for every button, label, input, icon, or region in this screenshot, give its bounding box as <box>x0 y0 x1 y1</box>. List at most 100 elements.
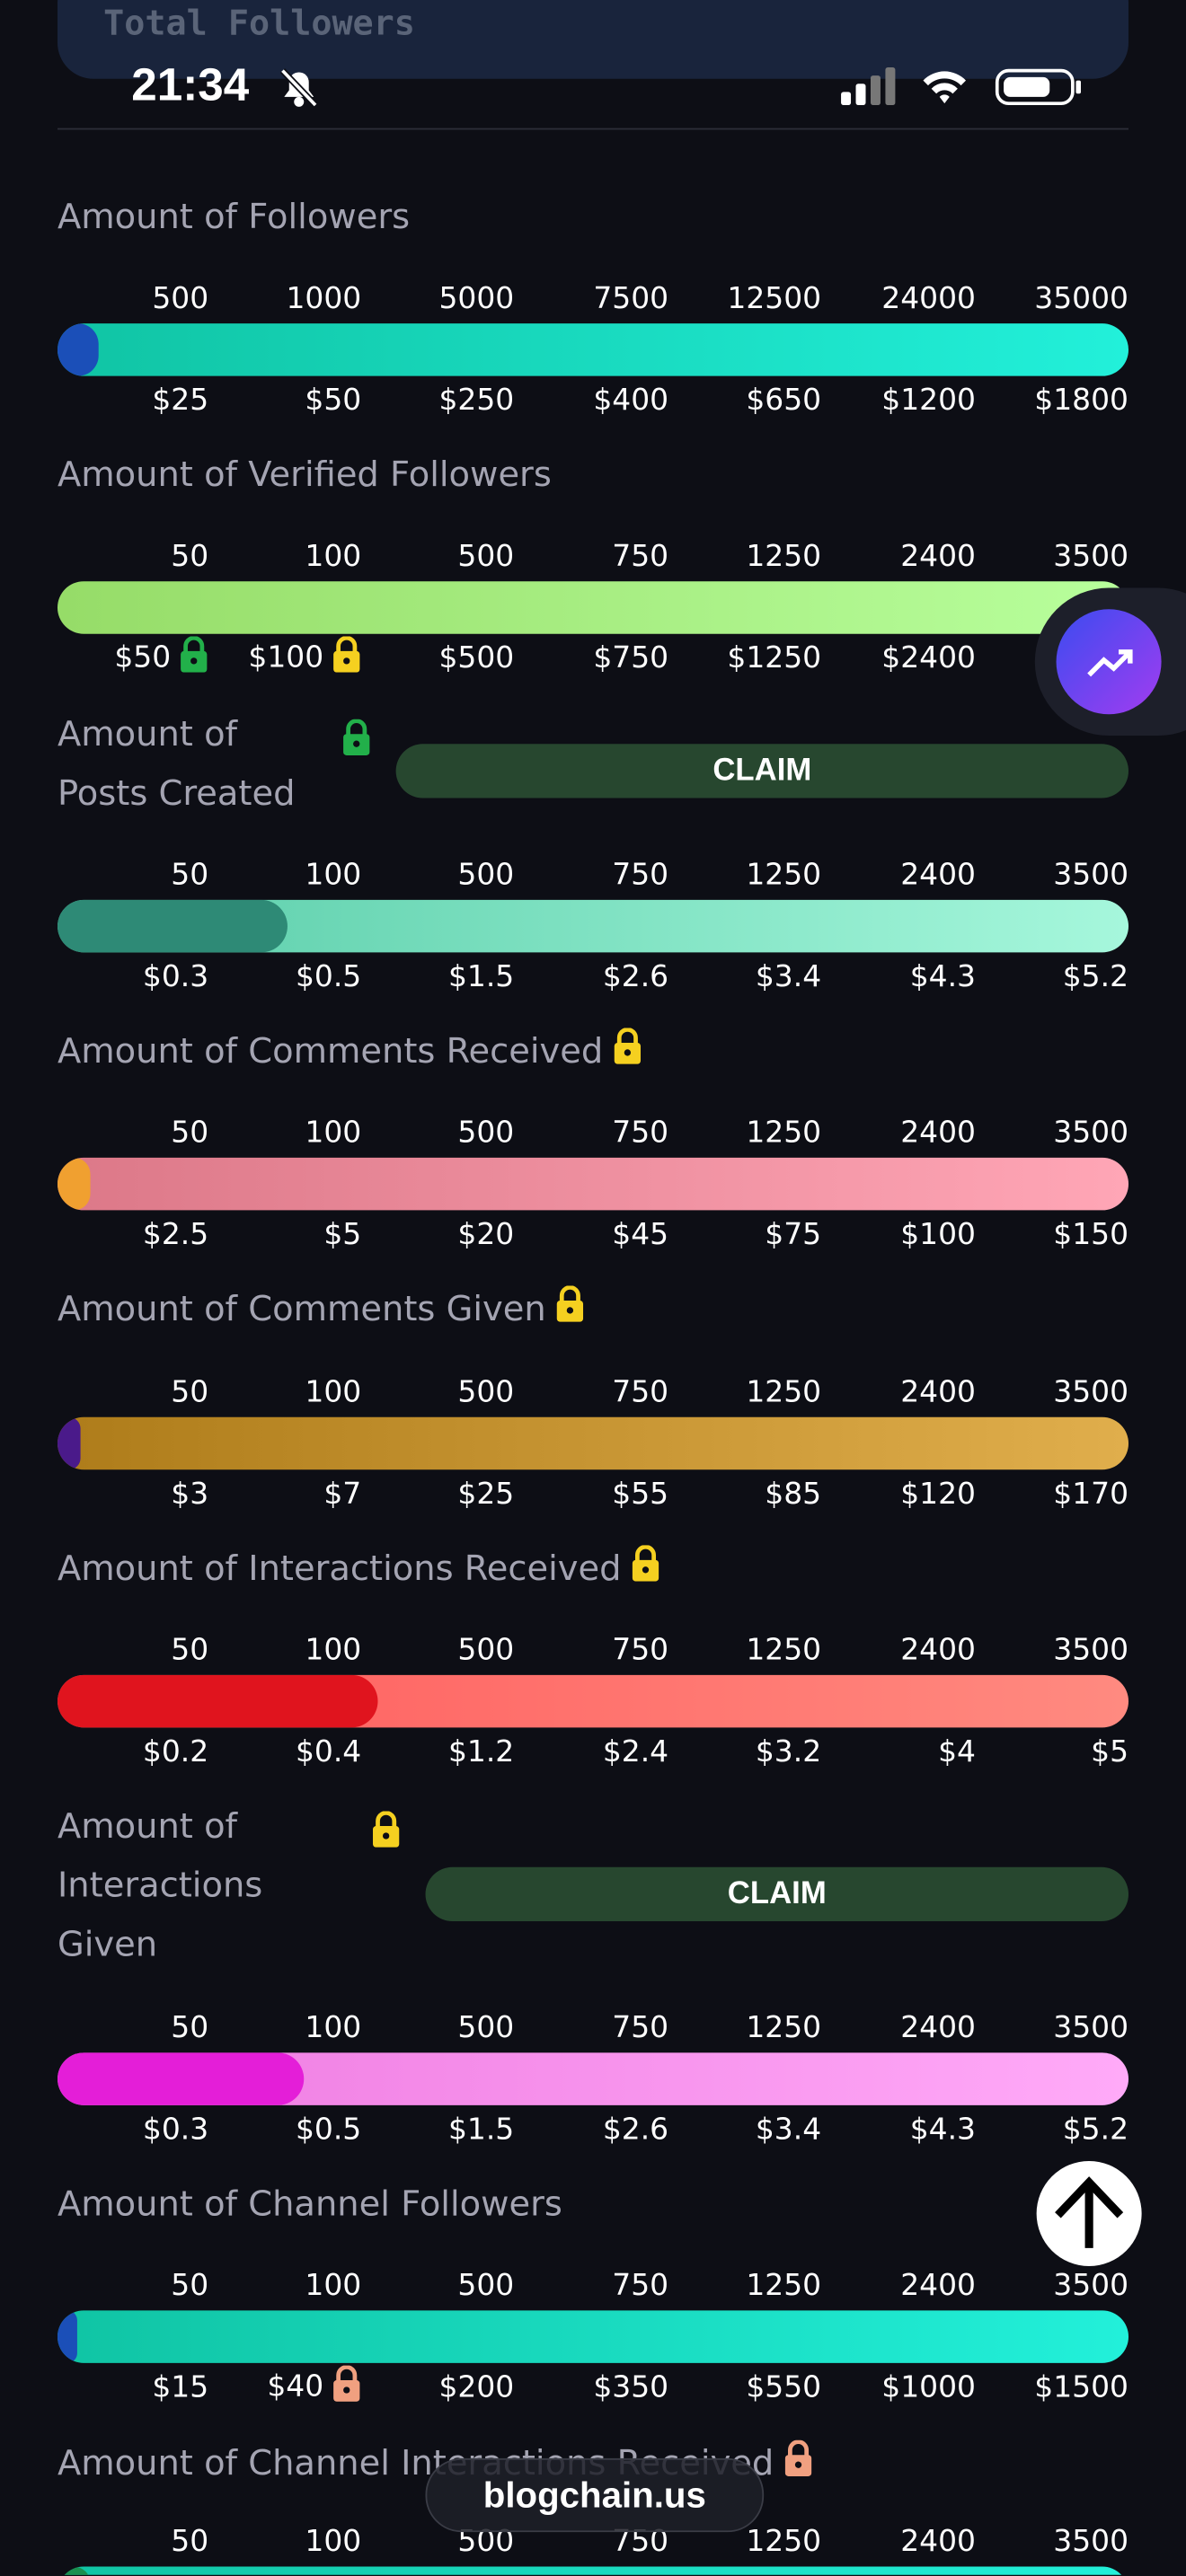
section-title: Amount of Interactions Given <box>57 1796 400 1973</box>
reward: $3 <box>171 1478 208 1512</box>
reward: $0.5 <box>296 960 361 994</box>
footer-url[interactable]: blogchain.us <box>425 2457 765 2533</box>
trend-button[interactable] <box>1055 607 1164 716</box>
reward-text: $0.4 <box>295 1734 362 1769</box>
milestone: 3500 <box>1053 1375 1129 1410</box>
reward: $1500 <box>1034 2370 1128 2404</box>
progress-fill <box>57 2566 91 2575</box>
reward: $550 <box>746 2370 821 2404</box>
reward: $0.5 <box>296 2113 361 2147</box>
reward: $2.6 <box>603 960 668 994</box>
reward: $1200 <box>881 384 976 418</box>
reward-text: $7 <box>323 1477 362 1512</box>
reward-text: $0.5 <box>295 959 362 995</box>
milestone: 100 <box>305 539 362 574</box>
reward-text: $5 <box>1091 1734 1129 1769</box>
reward: $45 <box>612 1218 668 1252</box>
progress-bar <box>57 323 1129 376</box>
milestone: 500 <box>457 2010 515 2046</box>
milestone: 5000 <box>438 281 515 316</box>
milestone: 1250 <box>746 539 822 574</box>
section-title: Amount of Followers <box>58 187 410 246</box>
progress-fill <box>57 323 99 376</box>
milestone: 7500 <box>593 281 669 316</box>
milestone: 750 <box>612 1375 669 1410</box>
reward: $650 <box>746 384 821 418</box>
milestone: 500 <box>457 858 515 893</box>
section-title: Amount of Channel Followers <box>58 2175 562 2234</box>
reward: $25 <box>457 1478 514 1512</box>
reward: $50 <box>114 635 208 680</box>
reward-text: $170 <box>1053 1477 1129 1512</box>
milestone: 100 <box>305 2268 362 2304</box>
milestone: 500 <box>457 1633 515 1668</box>
reward-text: $550 <box>746 2370 822 2405</box>
reward-text: $50 <box>114 640 172 675</box>
milestone: 100 <box>305 2524 362 2560</box>
reward: $200 <box>438 2370 514 2404</box>
progress-bar <box>57 1674 1129 1728</box>
url-text: blogchain.us <box>482 2474 706 2515</box>
milestone: 100 <box>305 1633 362 1668</box>
reward-text: $150 <box>1053 1217 1129 1253</box>
reward-text: $650 <box>746 383 822 419</box>
milestone: 3500 <box>1053 2010 1129 2046</box>
reward: $0.2 <box>143 1735 208 1769</box>
claim-button[interactable]: CLAIM <box>395 744 1129 798</box>
reward: $2400 <box>881 641 976 675</box>
reward-text: $15 <box>152 2370 209 2405</box>
milestone: 750 <box>612 1633 669 1668</box>
reward-text: $500 <box>438 640 515 676</box>
reward: $20 <box>457 1218 514 1252</box>
reward-text: $1500 <box>1034 2370 1129 2405</box>
title-text: Amount of Interactions Given <box>57 1806 263 1964</box>
reward: $2.4 <box>603 1735 668 1769</box>
progress-bar <box>57 2566 1129 2575</box>
progress-bar <box>57 2052 1129 2105</box>
reward-text: $25 <box>457 1477 515 1512</box>
reward-text: $0.3 <box>142 2113 209 2148</box>
reward-text: $0.3 <box>142 959 209 995</box>
reward-text: $3.2 <box>755 1734 822 1769</box>
milestone: 500 <box>457 1375 515 1410</box>
scroll-top-button[interactable] <box>1035 2159 1144 2268</box>
section-title: Amount of Posts Created <box>57 704 370 823</box>
title-text: Amount of Posts Created <box>57 714 296 813</box>
milestone: 750 <box>612 539 669 574</box>
milestone: 1000 <box>286 281 362 316</box>
reward-text: $85 <box>765 1477 822 1512</box>
reward: $1.2 <box>448 1735 514 1769</box>
reward-text: $4.3 <box>909 959 976 995</box>
reward: $15 <box>152 2370 208 2404</box>
header-card: Total Followers <box>57 0 1129 79</box>
progress-fill <box>57 1674 378 1728</box>
milestone: 50 <box>171 2268 209 2304</box>
reward: $1000 <box>881 2370 976 2404</box>
milestone: 750 <box>612 2268 669 2304</box>
milestone: 2400 <box>900 2524 976 2560</box>
reward: $0.3 <box>143 2113 208 2147</box>
reward: $2.6 <box>603 2113 668 2147</box>
status-icons <box>841 66 1081 106</box>
milestone: 2400 <box>900 539 976 574</box>
reward: $0.3 <box>143 960 208 994</box>
reward-text: $1.5 <box>447 2113 515 2148</box>
milestone: 3500 <box>1053 858 1129 893</box>
milestone: 750 <box>612 858 669 893</box>
reward-text: $1800 <box>1034 383 1129 419</box>
reward: $400 <box>593 384 668 418</box>
milestone: 3500 <box>1053 2268 1129 2304</box>
milestone: 1250 <box>746 858 822 893</box>
reward: $170 <box>1053 1478 1128 1512</box>
milestone: 3500 <box>1053 1633 1129 1668</box>
milestone: 50 <box>171 2524 209 2560</box>
reward: $120 <box>900 1478 976 1512</box>
milestone: 1250 <box>746 1116 822 1151</box>
reward: $40 <box>267 2365 361 2410</box>
reward: $5 <box>1091 1735 1128 1769</box>
milestone: 100 <box>305 1375 362 1410</box>
lock-icon <box>179 635 208 680</box>
reward: $4.3 <box>910 960 976 994</box>
claim-button[interactable]: CLAIM <box>425 1866 1129 1922</box>
